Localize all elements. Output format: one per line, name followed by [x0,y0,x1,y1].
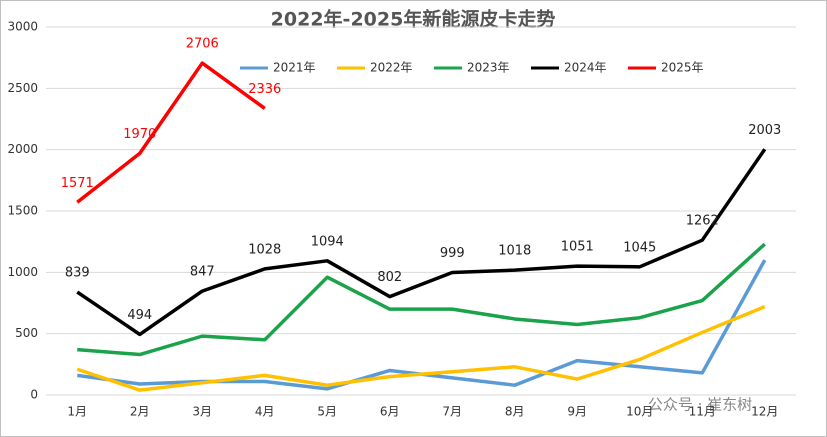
legend-label: 2022年 [370,61,413,75]
data-label: 1262 [686,214,719,229]
y-tick-label: 500 [15,326,38,340]
x-tick-label: 2月 [130,405,150,419]
series-line [76,305,766,392]
legend-label: 2023年 [467,61,510,75]
data-label: 999 [440,246,465,261]
data-label: 847 [190,265,215,280]
data-label: 2706 [186,37,219,52]
legend-label: 2024年 [564,61,607,75]
data-label: 839 [65,266,90,281]
legend-label: 2021年 [273,61,316,75]
data-label: 1045 [623,240,656,255]
x-tick-label: 6月 [380,405,400,419]
watermark: 公众号 · 崔东树 [648,396,752,414]
data-label: 1094 [311,234,344,249]
data-label: 802 [377,270,402,285]
data-label: 2336 [248,82,281,97]
x-tick-label: 12月 [751,405,778,419]
y-tick-label: 3000 [7,20,38,34]
data-label: 1051 [561,240,594,255]
x-tick-label: 7月 [442,405,462,419]
y-tick-label: 1500 [7,204,38,218]
series-line [77,242,766,357]
x-tick-label: 5月 [317,405,337,419]
x-tick-label: 4月 [255,405,275,419]
y-tick-label: 2500 [7,81,38,95]
legend-label: 2025年 [661,61,704,75]
y-tick-label: 0 [30,388,38,402]
x-tick-label: 3月 [192,405,212,419]
data-label: 1970 [123,127,156,142]
data-label: 1018 [498,244,531,259]
data-label: 2003 [748,123,781,138]
x-tick-label: 10月 [626,405,653,419]
x-tick-label: 9月 [567,405,587,419]
y-tick-label: 2000 [7,142,38,156]
data-label: 1028 [248,242,281,257]
y-tick-label: 1000 [7,265,38,279]
chart-title: 2022年-2025年新能源皮卡走势 [271,8,556,31]
x-tick-label: 8月 [505,405,525,419]
x-tick-label: 11月 [689,405,716,419]
series-line [76,61,266,204]
data-label: 1571 [61,176,94,191]
series-line [76,148,767,337]
x-tick-label: 1月 [67,405,87,419]
data-label: 494 [127,308,152,323]
